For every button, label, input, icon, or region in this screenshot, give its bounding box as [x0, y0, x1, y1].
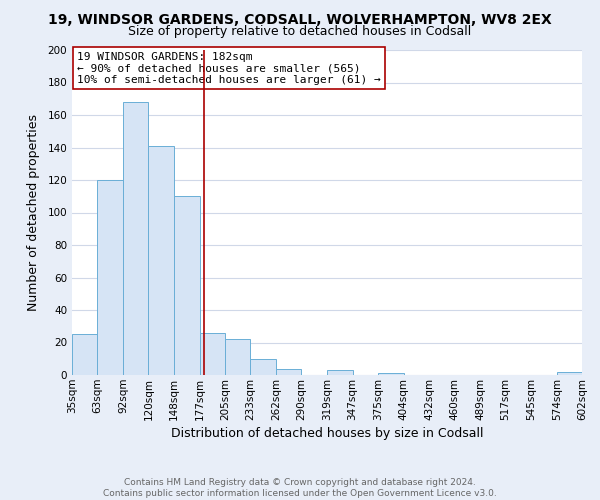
Text: Size of property relative to detached houses in Codsall: Size of property relative to detached ho… — [128, 25, 472, 38]
Y-axis label: Number of detached properties: Number of detached properties — [28, 114, 40, 311]
Bar — [250, 359, 276, 375]
Bar — [557, 372, 582, 375]
X-axis label: Distribution of detached houses by size in Codsall: Distribution of detached houses by size … — [171, 427, 483, 440]
Bar — [200, 333, 225, 375]
Bar — [123, 102, 148, 375]
Bar — [378, 374, 404, 375]
Bar — [97, 180, 123, 375]
Bar — [225, 339, 250, 375]
Text: Contains HM Land Registry data © Crown copyright and database right 2024.
Contai: Contains HM Land Registry data © Crown c… — [103, 478, 497, 498]
Text: 19 WINDSOR GARDENS: 182sqm
← 90% of detached houses are smaller (565)
10% of sem: 19 WINDSOR GARDENS: 182sqm ← 90% of deta… — [77, 52, 381, 85]
Bar — [173, 196, 200, 375]
Text: 19, WINDSOR GARDENS, CODSALL, WOLVERHAMPTON, WV8 2EX: 19, WINDSOR GARDENS, CODSALL, WOLVERHAMP… — [48, 12, 552, 26]
Bar — [148, 146, 173, 375]
Bar — [72, 334, 97, 375]
Bar — [328, 370, 353, 375]
Bar — [276, 368, 301, 375]
